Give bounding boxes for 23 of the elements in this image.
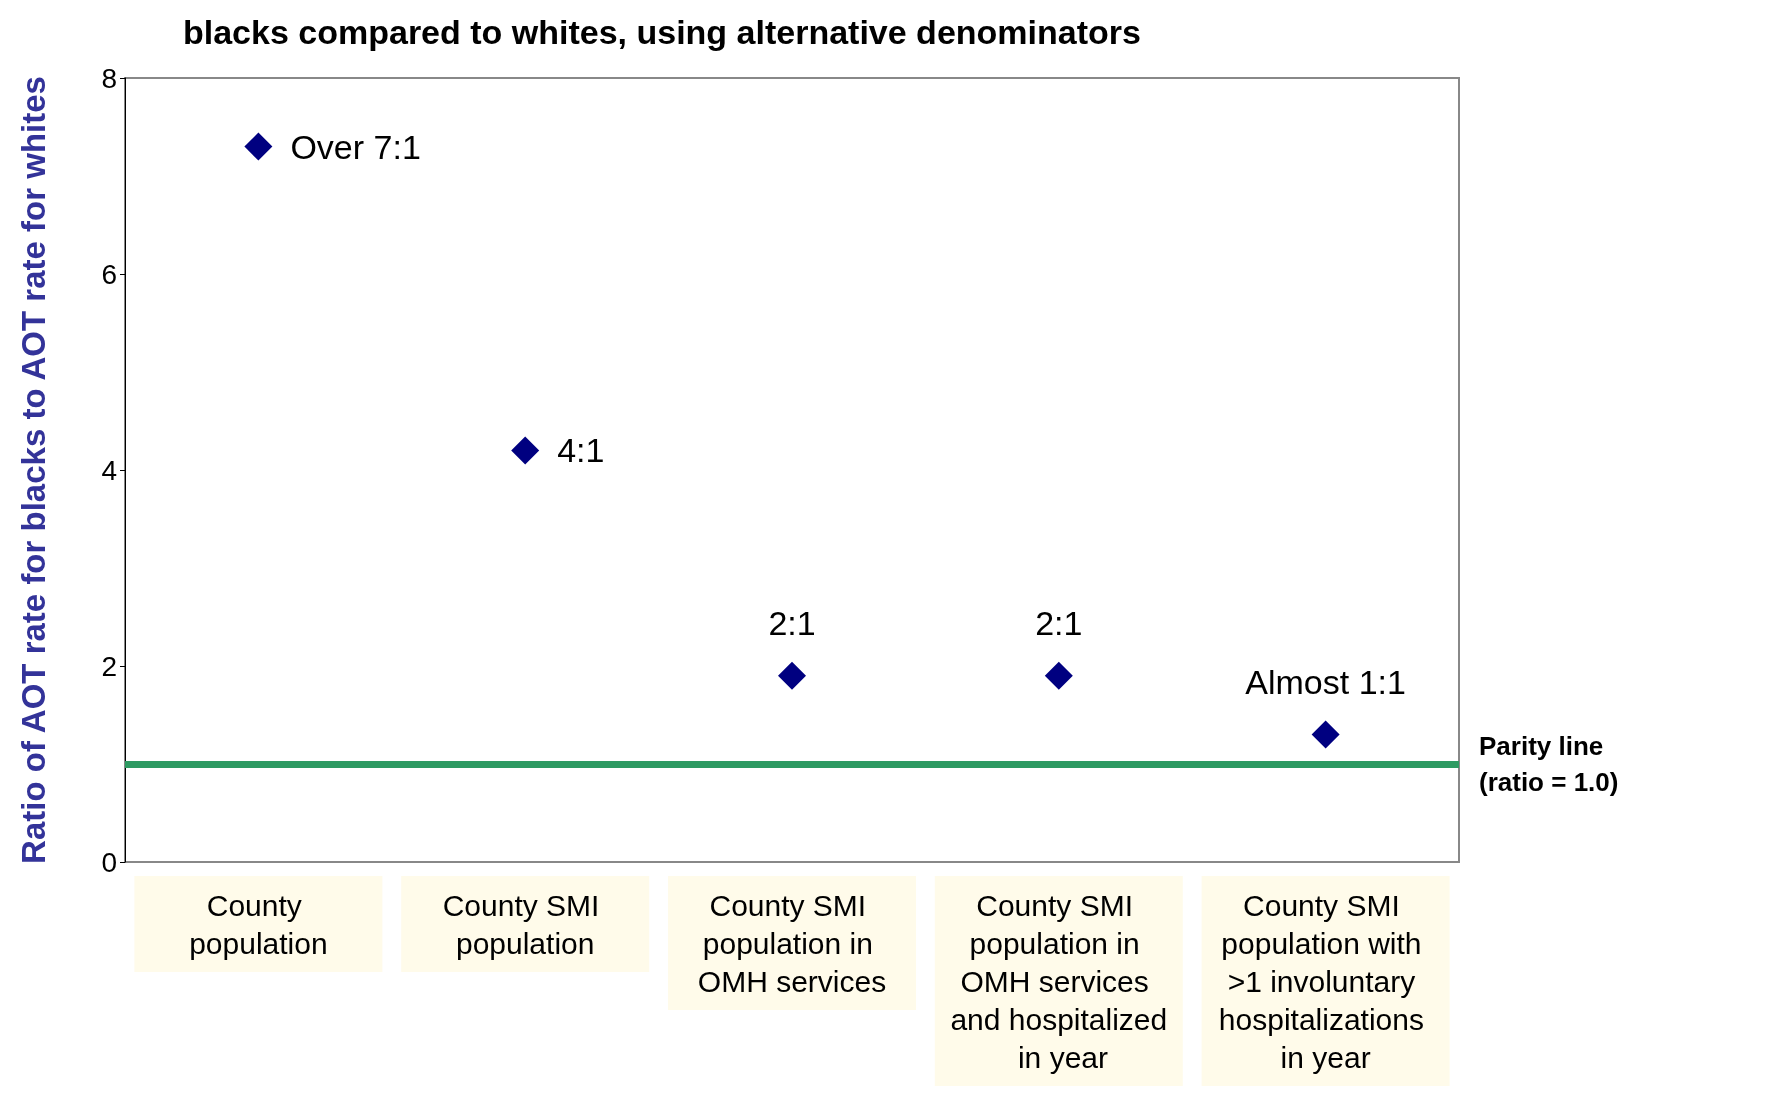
y-axis-title: Ratio of AOT rate for blacks to AOT rate for whites — [15, 76, 52, 864]
data-label: 2:1 — [1035, 603, 1083, 642]
data-label: 4:1 — [557, 431, 605, 470]
point — [511, 436, 540, 465]
x-tick-label: County SMI population in OMH services — [697, 888, 887, 998]
x-tick-label: County SMI population with >1 involuntary hospitalizations in year — [1218, 888, 1433, 1074]
y-tick-label: 2 — [101, 650, 117, 682]
ref-line-label: Parity line (ratio = 1.0) — [1479, 731, 1619, 797]
y-tick-label: 6 — [101, 258, 117, 290]
x-tick-label: County population — [189, 888, 328, 960]
chart-title: blacks compared to whites, using alternative denominators — [183, 13, 1141, 51]
point — [1044, 661, 1073, 690]
y-tick-label: 0 — [101, 846, 117, 878]
x-tick-label: County SMI population — [442, 888, 608, 960]
data-label: Over 7:1 — [290, 127, 421, 166]
point — [1311, 720, 1340, 749]
data-label: 2:1 — [768, 603, 816, 642]
y-tick-label: 8 — [101, 62, 117, 94]
y-tick-label: 4 — [101, 454, 117, 486]
point — [778, 661, 806, 690]
point — [244, 132, 273, 161]
x-tick-label: County SMI population in OMH services and hospitalized in year — [950, 888, 1168, 1074]
data-label: Almost 1:1 — [1245, 662, 1406, 701]
